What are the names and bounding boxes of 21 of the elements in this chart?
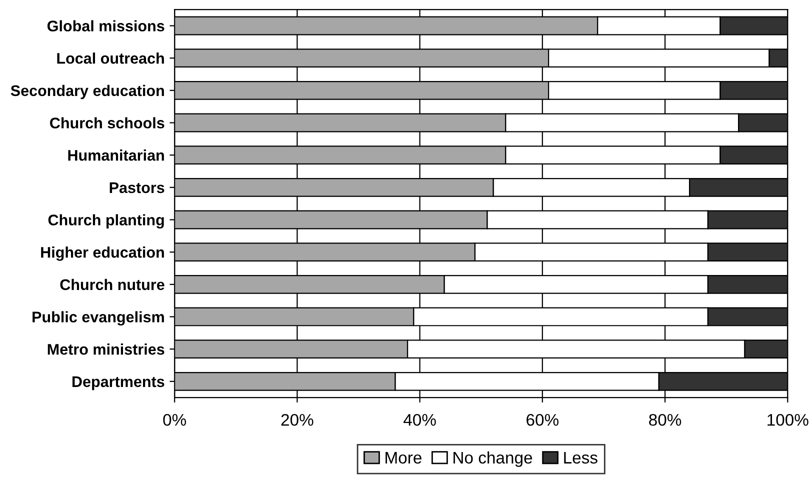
legend-label: More xyxy=(386,452,422,464)
y-tick-label: Global missions xyxy=(47,20,164,32)
y-tick-label: Church planting xyxy=(48,214,164,229)
x-tick-label: 20% xyxy=(281,414,314,426)
y-tick-label: Metro ministries xyxy=(48,344,164,355)
y-tick-label: Church schools xyxy=(50,117,164,128)
y-tick-label: Local outreach xyxy=(57,52,164,64)
x-tick-label: 60% xyxy=(526,414,559,426)
y-tick-label: Church nuture xyxy=(60,278,164,290)
y-tick-label: Departments xyxy=(72,376,164,390)
x-tick-label: 0% xyxy=(163,414,186,426)
x-tick-label: 100% xyxy=(768,414,808,426)
x-tick-label: 80% xyxy=(649,414,682,426)
y-tick-label: Higher education xyxy=(41,246,164,261)
legend-label: Less xyxy=(564,452,598,464)
y-tick-label: Public evangelism xyxy=(32,311,164,326)
y-tick-label: Humanitarian xyxy=(68,150,164,161)
x-tick-label: 40% xyxy=(404,414,436,426)
legend-label: No change xyxy=(454,451,532,467)
y-tick-label: Pastors xyxy=(110,182,164,194)
y-tick-label: Secondary education xyxy=(10,84,164,100)
